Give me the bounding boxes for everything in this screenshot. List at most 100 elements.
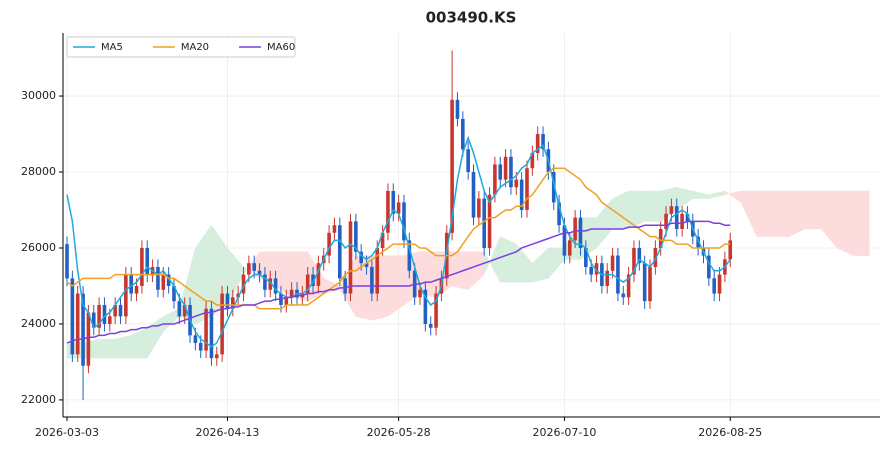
candle-body	[375, 247, 380, 294]
cloud-segment	[483, 236, 501, 283]
candle-body	[220, 293, 224, 355]
candle-body	[124, 274, 128, 317]
candle-body	[145, 247, 150, 275]
candle-body	[370, 266, 374, 294]
candle-body	[204, 308, 208, 351]
candle-body	[386, 191, 390, 233]
candle-body	[214, 354, 219, 359]
cloud-segment	[146, 315, 164, 360]
cloud-segment	[275, 251, 292, 298]
cloud-segment	[163, 308, 180, 333]
y-tick-label: 28000	[21, 165, 56, 178]
candle-body	[161, 274, 166, 290]
candle-body	[605, 270, 610, 286]
candle-body	[519, 179, 524, 210]
candle-body	[514, 179, 519, 188]
legend: MA5 MA20 MA60	[66, 36, 296, 58]
cloud-segment	[548, 247, 565, 280]
cloud-segment	[98, 338, 116, 359]
candle-body	[455, 99, 460, 119]
candle-body	[423, 289, 428, 324]
candle-body	[525, 168, 529, 210]
y-tick-label: 24000	[21, 317, 56, 330]
candle-body	[418, 289, 422, 298]
candle-body	[225, 293, 230, 309]
cloud-segment	[499, 236, 517, 283]
cloud-segment	[435, 251, 453, 298]
cloud-segment	[820, 190, 838, 249]
candle-body	[658, 228, 663, 248]
cloud-segment	[724, 190, 742, 203]
candle-body	[209, 308, 214, 359]
candle-body	[503, 156, 508, 180]
candle-body	[551, 172, 556, 203]
x-tick-label: 2026-05-28	[367, 426, 431, 439]
cloud-segment	[114, 335, 132, 359]
candle-body	[402, 202, 406, 241]
cloud-segment	[612, 190, 629, 230]
candle-body	[653, 247, 658, 267]
ma-line	[66, 220, 731, 344]
candle-body	[359, 251, 363, 264]
cloud-segment	[580, 217, 597, 260]
cloud-segment	[564, 217, 581, 260]
y-tick-label: 30000	[21, 89, 56, 102]
candle-body	[118, 304, 123, 317]
chart-title: 003490.KS	[426, 9, 517, 27]
candle-body	[332, 225, 337, 233]
legend-label: MA5	[101, 42, 123, 53]
candle-body	[535, 134, 540, 154]
candle-body	[674, 206, 679, 229]
cloud-segment	[676, 186, 694, 211]
candle-body	[289, 289, 294, 298]
candle-body	[589, 266, 593, 275]
candle-body	[578, 217, 583, 248]
candle-body	[541, 134, 545, 150]
candle-body	[594, 263, 599, 275]
candle-body	[129, 274, 133, 294]
candle-body	[717, 274, 722, 294]
candle-body	[466, 149, 470, 173]
candle-body	[81, 293, 85, 366]
cloud-segment	[596, 197, 613, 249]
candle-body	[156, 266, 160, 290]
candle-body	[140, 247, 144, 286]
candle-body	[557, 202, 561, 226]
candle-body	[134, 285, 139, 294]
candle-body	[428, 323, 433, 328]
cloud-segment	[756, 190, 774, 237]
candle-body	[434, 293, 438, 328]
candle-body	[626, 274, 631, 298]
candle-body	[498, 164, 503, 180]
candle-body	[396, 202, 401, 214]
cloud-segment	[451, 251, 469, 291]
candle-body	[337, 225, 342, 279]
candle-body	[664, 213, 668, 229]
cloud-segment	[227, 247, 244, 306]
candle-body	[102, 304, 107, 324]
ma-line	[66, 167, 731, 310]
candle-body	[273, 278, 278, 294]
candle-body	[113, 304, 117, 317]
candle-body	[65, 244, 69, 279]
candle-body	[241, 274, 246, 294]
candle-body	[632, 247, 636, 275]
candle-body	[471, 172, 476, 218]
cloud-segment	[836, 190, 854, 256]
candle-body	[70, 278, 75, 355]
candle-body	[696, 236, 700, 248]
x-tick-label: 2026-03-03	[35, 426, 99, 439]
candle-body	[252, 263, 257, 271]
candle-body	[530, 153, 535, 169]
candle-body	[166, 274, 171, 286]
candle-body	[669, 206, 674, 214]
ma-line	[66, 135, 731, 348]
candle-body	[493, 164, 497, 195]
x-tick-label: 2026-07-10	[532, 426, 596, 439]
cloud-segment	[467, 251, 485, 291]
candle-body	[685, 213, 690, 222]
candle-body	[231, 297, 235, 309]
legend-label: MA20	[181, 42, 209, 53]
candle-body	[316, 263, 321, 286]
